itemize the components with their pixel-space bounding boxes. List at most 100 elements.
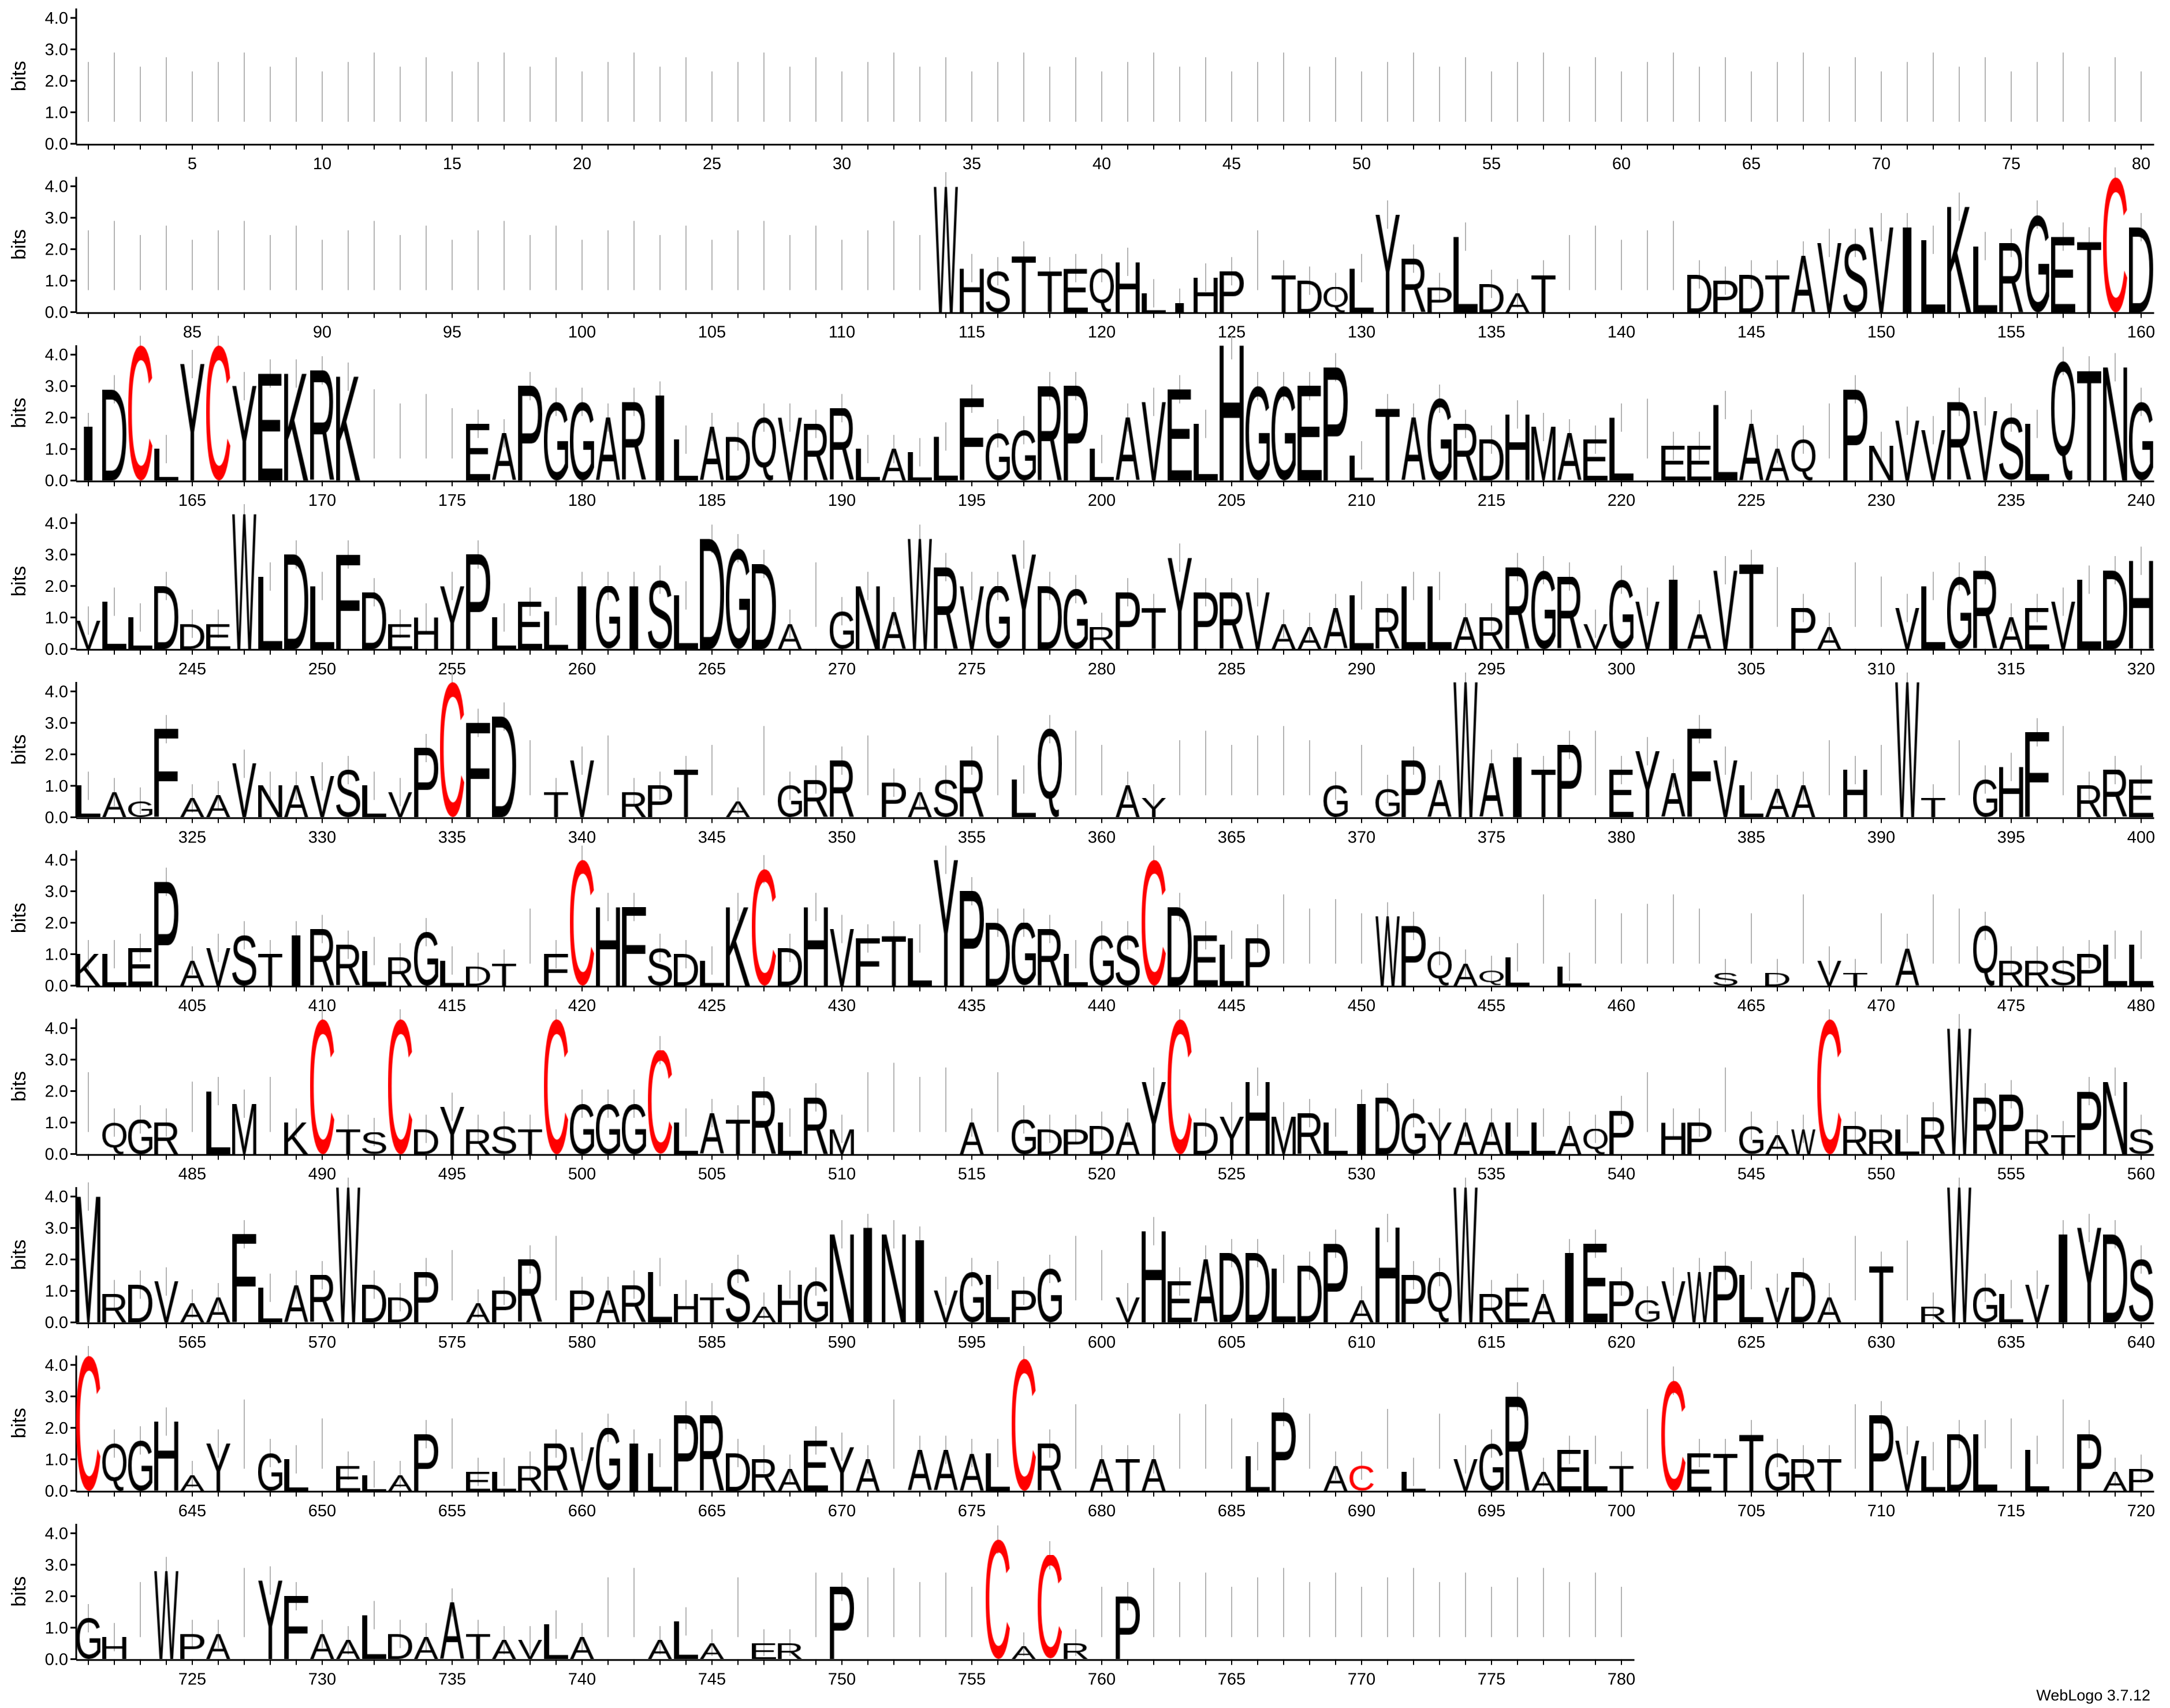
logo-letter	[102, 792, 126, 818]
x-tick-label: 760	[1088, 1670, 1116, 1688]
logo-letter	[700, 960, 724, 986]
y-tick-label: 3.0	[45, 883, 68, 901]
x-tick-label: 265	[698, 660, 726, 678]
logo-letter	[1142, 1231, 1166, 1323]
logo-letter	[960, 268, 984, 312]
logo-letter	[915, 1240, 924, 1323]
logo-letter	[1765, 274, 1789, 312]
logo-letter	[1531, 570, 1556, 649]
logo-letter	[1012, 430, 1036, 481]
logo-letter	[2129, 945, 2153, 986]
logo-letter	[1272, 1412, 1296, 1491]
x-tick-label: 240	[2127, 491, 2155, 510]
logo-letter	[1817, 1297, 1841, 1323]
logo-letter	[1401, 1275, 1426, 1323]
logo-letter	[1453, 236, 1478, 312]
logo-letter	[1064, 588, 1088, 649]
x-tick-label: 70	[1872, 155, 1891, 173]
logo-letter	[655, 396, 665, 481]
x-tick-label: 585	[698, 1333, 726, 1352]
logo-letter	[1168, 557, 1192, 649]
logo-letter	[1479, 284, 1504, 312]
logo-letter	[1453, 1459, 1478, 1491]
logo-letter	[726, 907, 750, 986]
y-tick-label: 4.0	[45, 683, 68, 701]
x-tick-label: 305	[1738, 660, 1765, 678]
x-tick-label: 595	[958, 1333, 986, 1352]
logo-letter	[128, 1285, 152, 1323]
logo-letter	[596, 1103, 620, 1154]
logo-letter	[232, 513, 256, 649]
logo-letter	[570, 1637, 594, 1659]
logo-letter	[752, 1307, 776, 1323]
y-axis-label: bits	[8, 903, 30, 933]
logo-letter	[1323, 1244, 1348, 1323]
logo-letter	[1739, 274, 1763, 312]
logo-letter	[1739, 424, 1763, 481]
logo-letter	[180, 960, 204, 986]
logo-letter	[629, 586, 639, 649]
logo-letter	[1687, 1122, 1712, 1154]
logo-letter	[1669, 579, 1678, 649]
logo-letter	[1661, 446, 1686, 481]
y-axis-label: bits	[8, 1576, 30, 1607]
logo-letter	[596, 907, 620, 986]
y-tick-label: 4.0	[45, 346, 68, 364]
logo-letter	[1895, 420, 1919, 481]
logo-letter	[258, 374, 282, 481]
x-tick-label: 335	[438, 828, 466, 846]
logo-letter	[76, 1196, 100, 1323]
x-tick-label: 565	[178, 1333, 206, 1352]
y-tick-label: 1.0	[45, 1114, 68, 1132]
logo-letter	[362, 951, 386, 986]
logo-letter	[2051, 236, 2075, 312]
logo-letter	[128, 345, 152, 481]
logo-letter	[804, 907, 828, 986]
y-tick-label: 2.0	[45, 1083, 68, 1101]
logo-letter	[2077, 241, 2101, 312]
logo-letter	[830, 611, 854, 649]
logo-letter	[1869, 1415, 1893, 1491]
logo-letter	[648, 1272, 672, 1323]
logo-letter	[1739, 1434, 1763, 1491]
logo-letter	[310, 929, 334, 986]
logo-letter	[1246, 1082, 1270, 1154]
logo-letter	[1090, 1459, 1114, 1491]
logo-letter	[882, 1234, 906, 1323]
logo-letter	[1220, 945, 1244, 986]
logo-letter	[830, 760, 854, 818]
logo-letter	[1194, 1259, 1218, 1323]
logo-letter	[700, 1113, 724, 1154]
logo-letter	[1357, 1103, 1366, 1154]
logo-letter	[206, 623, 230, 649]
logo-letter	[518, 601, 542, 649]
logo-letter	[466, 1303, 490, 1323]
logo-letter	[674, 1294, 698, 1323]
y-tick-label: 2.0	[45, 1587, 68, 1606]
logo-letter	[1557, 1449, 1582, 1491]
logo-letter	[2129, 402, 2153, 481]
y-tick-label: 4.0	[45, 851, 68, 870]
y-tick-label: 0.0	[45, 304, 68, 322]
x-tick-label: 435	[958, 997, 986, 1015]
y-tick-label: 0.0	[45, 472, 68, 490]
logo-letter	[2077, 579, 2101, 649]
x-tick-label: 505	[698, 1165, 726, 1184]
logo-letter	[700, 538, 724, 649]
logo-letter	[336, 1187, 360, 1323]
logo-letter	[1297, 386, 1322, 481]
x-tick-label: 450	[1348, 997, 1375, 1015]
logo-letter	[414, 1128, 438, 1154]
x-tick-label: 235	[1997, 491, 2025, 510]
logo-letter	[1220, 271, 1244, 312]
logo-letter	[1895, 1128, 1919, 1154]
logo-letter	[648, 785, 672, 818]
x-tick-label: 360	[1088, 828, 1116, 846]
x-tick-label: 465	[1738, 997, 1765, 1015]
y-tick-label: 2.0	[45, 409, 68, 427]
logo-letter	[154, 729, 178, 818]
logo-letter	[284, 1596, 308, 1659]
logo-letter	[856, 449, 880, 481]
logo-letter	[336, 1640, 360, 1659]
x-tick-label: 385	[1738, 828, 1765, 846]
